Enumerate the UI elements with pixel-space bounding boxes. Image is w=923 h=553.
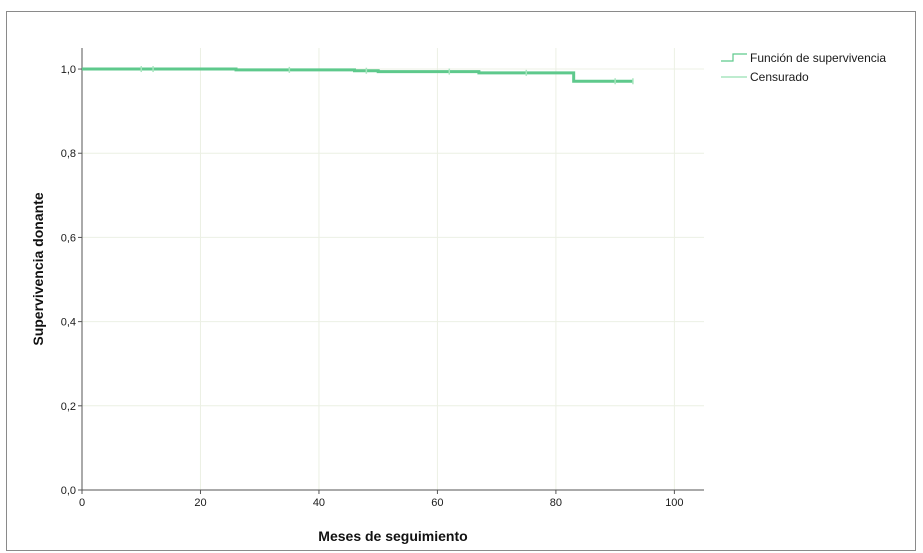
tick-marks: 0 20 40 60 80 100 0,0 0,2 0,4 0,6 0,8 1,0 — [61, 64, 684, 509]
legend-survival-label: Función de supervivencia — [750, 51, 886, 65]
x-tick-label: 80 — [550, 497, 562, 509]
survival-step-line — [82, 67, 633, 83]
x-tick-label: 60 — [431, 497, 443, 509]
y-axis-title: Supervivencia donante — [30, 192, 46, 345]
chart-frame — [6, 11, 916, 551]
x-tick-label: 40 — [313, 497, 325, 509]
x-tick-label: 100 — [665, 497, 683, 509]
y-tick-label: 0,4 — [61, 317, 76, 329]
series-layer — [82, 66, 634, 85]
grid-lines — [82, 48, 704, 490]
x-tick-label: 20 — [194, 497, 206, 509]
legend-censored-label: Censurado — [750, 70, 809, 84]
x-axis-title: Meses de seguimiento — [318, 528, 467, 544]
axes — [81, 48, 704, 491]
x-tick-label: 0 — [79, 497, 85, 509]
y-tick-label: 0,8 — [61, 148, 76, 160]
y-tick-label: 0,6 — [61, 232, 76, 244]
y-tick-label: 0,2 — [61, 401, 76, 413]
legend: Función de supervivencia Censurado — [721, 51, 886, 84]
y-tick-label: 0,0 — [61, 485, 76, 497]
legend-survival-swatch — [721, 53, 747, 62]
y-tick-label: 1,0 — [61, 64, 76, 76]
